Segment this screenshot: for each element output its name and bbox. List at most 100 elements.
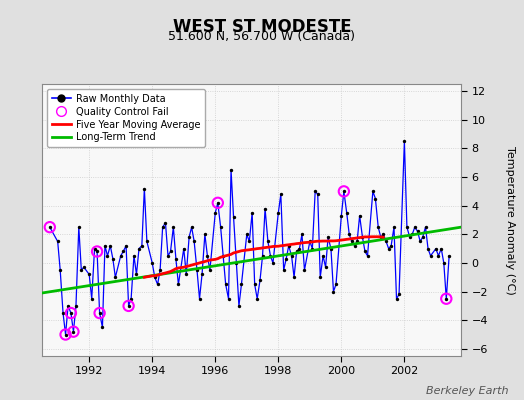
Point	[285, 242, 293, 249]
Point	[154, 281, 162, 288]
Point	[214, 200, 222, 206]
Point	[237, 281, 246, 288]
Point	[243, 231, 251, 238]
Point	[258, 252, 267, 259]
Point	[69, 328, 78, 335]
Point	[261, 205, 269, 212]
Point	[222, 281, 230, 288]
Point	[53, 238, 62, 245]
Point	[116, 252, 125, 259]
Point	[269, 260, 277, 266]
Point	[324, 234, 332, 240]
Point	[408, 231, 417, 238]
Point	[361, 248, 369, 255]
Point	[132, 271, 140, 278]
Point	[445, 252, 453, 259]
Point	[332, 281, 340, 288]
Point	[374, 224, 383, 230]
Point	[313, 191, 322, 198]
Point	[185, 234, 193, 240]
Point	[174, 281, 182, 288]
Point	[411, 224, 419, 230]
Point	[61, 331, 70, 338]
Text: WEST ST MODESTE: WEST ST MODESTE	[173, 18, 351, 36]
Point	[311, 188, 320, 194]
Point	[148, 260, 157, 266]
Point	[69, 328, 78, 335]
Point	[385, 246, 393, 252]
Point	[108, 256, 117, 262]
Point	[166, 248, 174, 255]
Point	[290, 274, 298, 280]
Point	[403, 224, 411, 230]
Point	[190, 238, 199, 245]
Point	[93, 248, 101, 255]
Point	[122, 242, 130, 249]
Point	[406, 234, 414, 240]
Y-axis label: Temperature Anomaly (°C): Temperature Anomaly (°C)	[505, 146, 515, 294]
Point	[130, 252, 138, 259]
Point	[74, 224, 83, 230]
Point	[248, 210, 256, 216]
Point	[127, 296, 135, 302]
Point	[347, 238, 356, 245]
Point	[156, 267, 165, 273]
Point	[295, 246, 303, 252]
Point	[274, 210, 282, 216]
Point	[230, 214, 238, 220]
Point	[424, 246, 432, 252]
Point	[85, 271, 93, 278]
Point	[98, 324, 106, 330]
Point	[164, 252, 172, 259]
Point	[416, 238, 424, 245]
Point	[150, 274, 159, 280]
Point	[61, 331, 70, 338]
Point	[101, 242, 109, 249]
Point	[329, 288, 337, 295]
Point	[382, 238, 390, 245]
Point	[64, 303, 72, 309]
Point	[355, 212, 364, 219]
Text: 51.600 N, 56.700 W (Canada): 51.600 N, 56.700 W (Canada)	[169, 30, 355, 43]
Point	[345, 231, 353, 238]
Point	[206, 267, 214, 273]
Point	[232, 260, 241, 266]
Point	[124, 303, 133, 309]
Point	[216, 224, 225, 230]
Point	[432, 246, 440, 252]
Point	[287, 252, 296, 259]
Point	[363, 252, 372, 259]
Point	[193, 267, 201, 273]
Point	[72, 303, 80, 309]
Point	[351, 242, 359, 249]
Point	[427, 252, 435, 259]
Point	[434, 252, 443, 259]
Point	[400, 138, 409, 144]
Point	[277, 191, 285, 198]
Point	[106, 242, 115, 249]
Point	[387, 242, 395, 249]
Point	[169, 224, 178, 230]
Point	[172, 256, 180, 262]
Point	[59, 310, 67, 316]
Point	[442, 296, 451, 302]
Point	[111, 274, 119, 280]
Point	[369, 188, 377, 194]
Point	[292, 248, 301, 255]
Point	[158, 224, 167, 230]
Point	[440, 260, 448, 266]
Point	[201, 231, 209, 238]
Point	[90, 246, 99, 252]
Point	[305, 238, 314, 245]
Point	[161, 220, 170, 226]
Point	[371, 195, 379, 202]
Point	[421, 224, 430, 230]
Text: Berkeley Earth: Berkeley Earth	[426, 386, 508, 396]
Point	[124, 303, 133, 309]
Point	[250, 281, 259, 288]
Point	[214, 200, 222, 206]
Point	[143, 238, 151, 245]
Point	[95, 310, 104, 316]
Point	[327, 246, 335, 252]
Point	[203, 252, 212, 259]
